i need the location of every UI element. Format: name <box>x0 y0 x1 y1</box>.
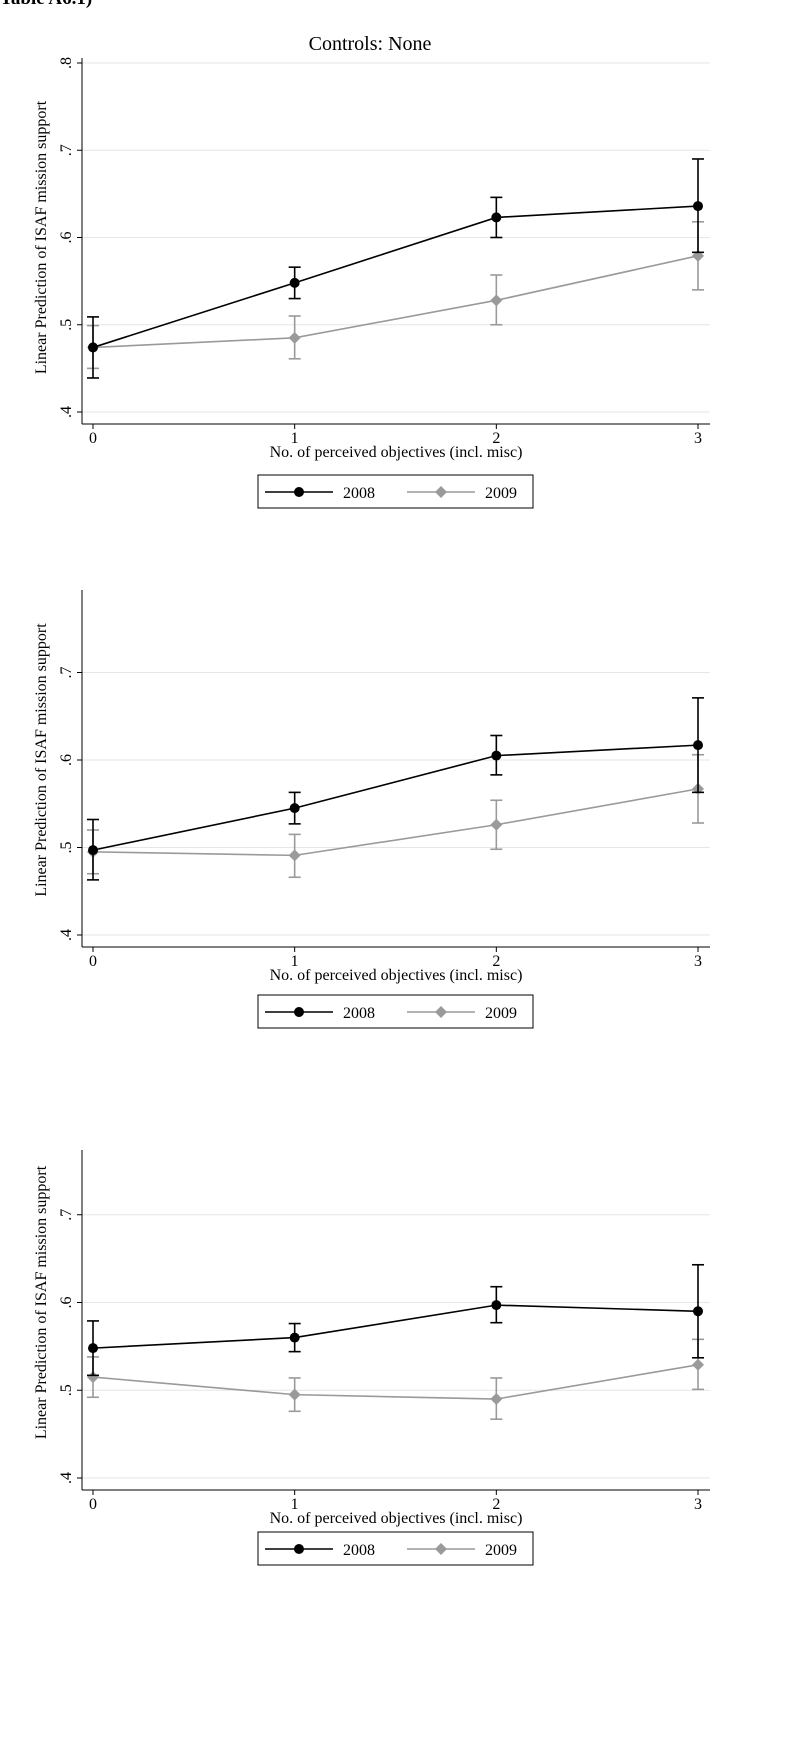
y-tick-label: .5 <box>58 319 75 331</box>
series-2009-point <box>288 849 301 862</box>
y-tick-label: .7 <box>58 667 75 679</box>
y-tick-label: .4 <box>58 1472 75 1484</box>
y-tick-label: .5 <box>58 1384 75 1396</box>
series-2009-line <box>92 1364 699 1400</box>
series-2008-line <box>92 1304 699 1349</box>
legend-marker-2008 <box>294 1544 304 1554</box>
series-2009-line <box>92 788 699 857</box>
series-2008-point <box>693 1306 703 1317</box>
legend-marker-2009 <box>435 1006 447 1018</box>
x-tick-label: 3 <box>694 953 702 970</box>
series-2008-point <box>693 201 703 212</box>
series-2008-point <box>693 740 703 751</box>
series-2009-point <box>490 818 503 831</box>
x-tick-label: 0 <box>89 1496 97 1513</box>
y-tick-label: .4 <box>58 406 75 418</box>
legend-label-2009: 2009 <box>485 1005 517 1022</box>
x-tick-label: 1 <box>291 1496 299 1513</box>
legend-label-2009: 2009 <box>485 485 517 502</box>
series-2008-point <box>289 277 300 288</box>
legend-label-2008: 2008 <box>343 485 375 502</box>
series-2008-point <box>88 342 98 353</box>
series-2008-point <box>491 750 502 761</box>
legend-marker-2009 <box>435 1543 447 1555</box>
series-2008-point <box>289 1332 300 1343</box>
section-header: Table A6.1) <box>0 0 92 10</box>
series-2008-point <box>491 1300 502 1311</box>
series-2008-point <box>289 803 300 814</box>
y-axis-label: Linear Prediction of ISAF mission suppor… <box>33 1165 50 1439</box>
x-axis-label: No. of perceived objectives (incl. misc) <box>270 444 523 461</box>
y-tick-label: .6 <box>58 754 75 766</box>
legend-box <box>257 994 534 1029</box>
chart-panel-none: .4 .5 .6 .7 .8 0 1 2 3 No. of perceived objective… <box>33 33 710 509</box>
x-tick-label: 2 <box>492 953 500 970</box>
y-tick-label: .7 <box>58 144 75 156</box>
series-2009-point <box>288 1388 301 1401</box>
y-tick-label: .4 <box>58 929 75 941</box>
x-axis-label: No. of perceived objectives (incl. misc) <box>270 967 523 984</box>
x-tick-label: 2 <box>492 430 500 447</box>
series-2008-line <box>92 744 699 851</box>
chart-title: Controls: None <box>309 33 432 55</box>
y-tick-label: .7 <box>58 1209 75 1221</box>
x-tick-label: 2 <box>492 1496 500 1513</box>
series-2008-point <box>88 1343 98 1354</box>
x-tick-label: 3 <box>694 430 702 447</box>
series-2009-point <box>490 294 503 307</box>
legend-label-2009: 2009 <box>485 1542 517 1559</box>
series-2009-point <box>87 1371 99 1384</box>
plot-area <box>82 590 710 941</box>
y-axis-label: Linear Prediction of ISAF mission suppor… <box>33 100 50 374</box>
legend-label-2008: 2008 <box>343 1005 375 1022</box>
series-2009-point <box>490 1393 503 1406</box>
plot-area <box>82 1150 710 1484</box>
y-tick-label: .6 <box>58 232 75 244</box>
legend-marker-2008 <box>294 487 304 497</box>
series-2009-line <box>92 255 699 349</box>
series-2008-point <box>88 845 98 856</box>
x-tick-label: 1 <box>291 953 299 970</box>
x-tick-label: 0 <box>89 953 97 970</box>
y-axis-label: Linear Prediction of ISAF mission suppor… <box>33 623 50 897</box>
series-2009-point <box>288 331 301 344</box>
chart-panel-awareness: .4 .5 .6 .7 .8 0 1 2 3 No. of perceived objective… <box>33 590 710 1029</box>
y-tick-label: .8 <box>58 57 75 69</box>
series-2008-line <box>92 205 699 349</box>
y-tick-label: .8 <box>58 590 75 591</box>
x-tick-label: 0 <box>89 430 97 447</box>
series-2008-point <box>491 212 502 223</box>
y-tick-label: .6 <box>58 1297 75 1309</box>
x-tick-label: 1 <box>291 430 299 447</box>
x-axis-label: No. of perceived objectives (incl. misc) <box>270 1510 523 1527</box>
series-2009-point <box>692 1358 704 1371</box>
y-tick-label: .5 <box>58 842 75 854</box>
legend-marker-2009 <box>435 486 447 498</box>
legend-label-2008: 2008 <box>343 1542 375 1559</box>
x-tick-label: 3 <box>694 1496 702 1513</box>
legend-marker-2008 <box>294 1007 304 1017</box>
